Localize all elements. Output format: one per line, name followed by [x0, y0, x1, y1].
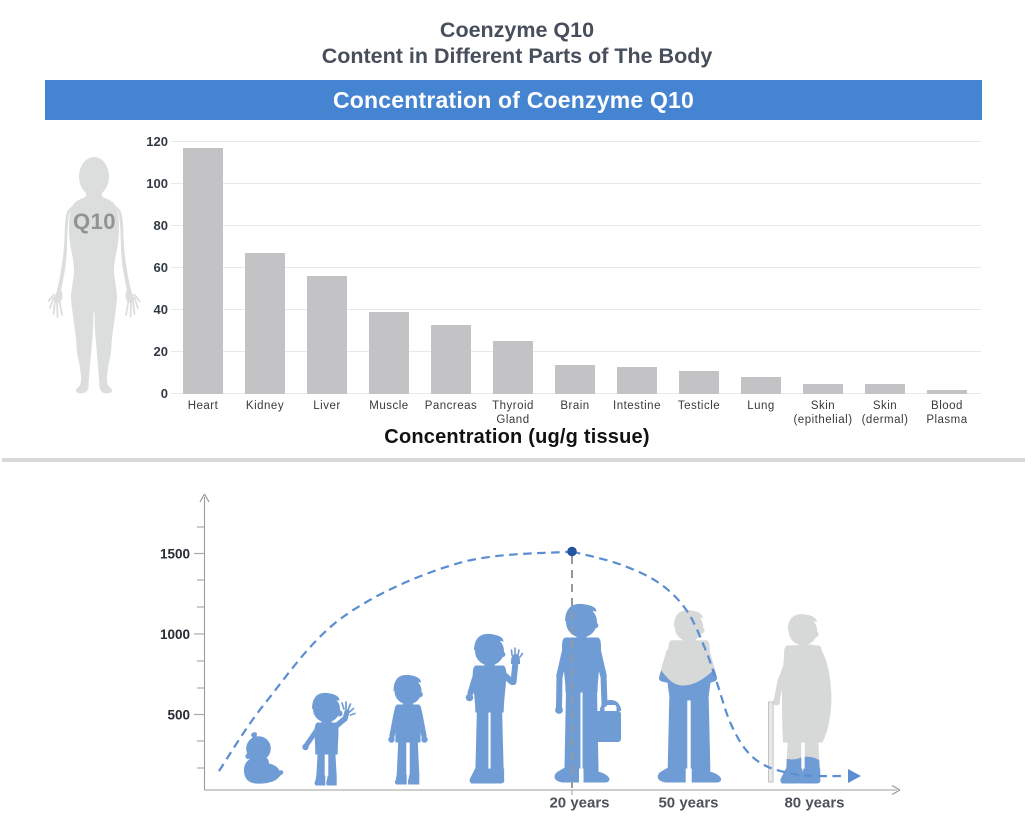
svg-text:20 years: 20 years [549, 795, 609, 812]
svg-text:500: 500 [167, 708, 190, 723]
svg-text:1000: 1000 [160, 627, 190, 642]
svg-text:50 years: 50 years [658, 795, 718, 812]
svg-text:1500: 1500 [160, 547, 190, 562]
svg-text:80 years: 80 years [784, 795, 844, 812]
